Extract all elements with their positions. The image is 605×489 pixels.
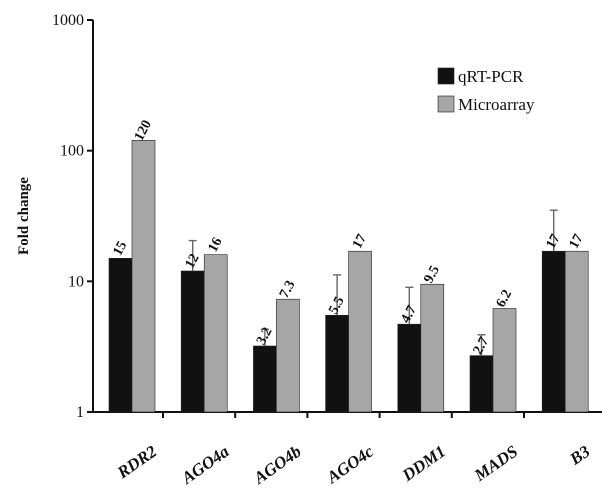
- data-label: 7.3: [277, 278, 298, 300]
- bar-microarray: [348, 250, 372, 413]
- bar-microarray: [203, 254, 228, 413]
- bar-qrt-pcr: [253, 345, 277, 413]
- data-label: 2.7: [471, 335, 492, 357]
- y-tick-label: 10: [68, 273, 84, 290]
- category-label: DDM1: [398, 442, 449, 486]
- bar-qrt-pcr: [469, 355, 494, 413]
- category-label: AGO4b: [250, 442, 305, 488]
- data-label: 5.5: [326, 294, 347, 316]
- data-label: 15: [111, 239, 131, 258]
- category-labels: RDR2 AGO4a AGO4b AGO4c DDM1 MADS B3: [113, 441, 594, 488]
- category-label: MADS: [470, 442, 521, 486]
- y-axis-label: Fold change: [16, 177, 32, 255]
- legend-swatch: [437, 67, 455, 85]
- data-label: 4.7: [398, 303, 419, 325]
- legend-swatch: [437, 95, 455, 113]
- bar-qrt-pcr: [541, 250, 566, 413]
- bar-microarray: [276, 298, 300, 413]
- legend: qRT-PCR Microarray: [437, 67, 535, 114]
- bar-microarray: [420, 283, 445, 413]
- bar-qrt-pcr: [325, 314, 349, 413]
- y-tick-label: 100: [60, 143, 84, 160]
- data-label: 9.5: [421, 263, 442, 285]
- category-label: AGO4a: [177, 441, 232, 488]
- data-label: 17: [567, 232, 587, 251]
- bar-qrt-pcr: [108, 258, 133, 413]
- bar-qrt-pcr: [397, 323, 422, 413]
- legend-label: qRT-PCR: [458, 67, 524, 86]
- legend-label: Microarray: [458, 95, 535, 114]
- category-label: RDR2: [113, 441, 161, 482]
- category-label: AGO4c: [323, 441, 378, 487]
- data-label: 17: [350, 232, 370, 251]
- bars: [108, 140, 589, 413]
- axes: 1 10 100 1000: [52, 12, 602, 421]
- bar-microarray: [492, 308, 517, 413]
- data-label: 16: [206, 235, 226, 254]
- data-label: 6.2: [494, 288, 515, 310]
- bar-microarray: [131, 140, 156, 413]
- data-label: 3.2: [254, 325, 275, 347]
- bar-qrt-pcr: [180, 270, 205, 413]
- y-tick-label: 1: [76, 404, 84, 421]
- category-label: B3: [566, 441, 594, 469]
- data-label: 120: [132, 118, 155, 144]
- y-tick-label: 1000: [52, 12, 84, 29]
- data-label: 12: [183, 252, 203, 271]
- data-label: 17: [544, 232, 564, 251]
- bar-microarray: [564, 250, 589, 413]
